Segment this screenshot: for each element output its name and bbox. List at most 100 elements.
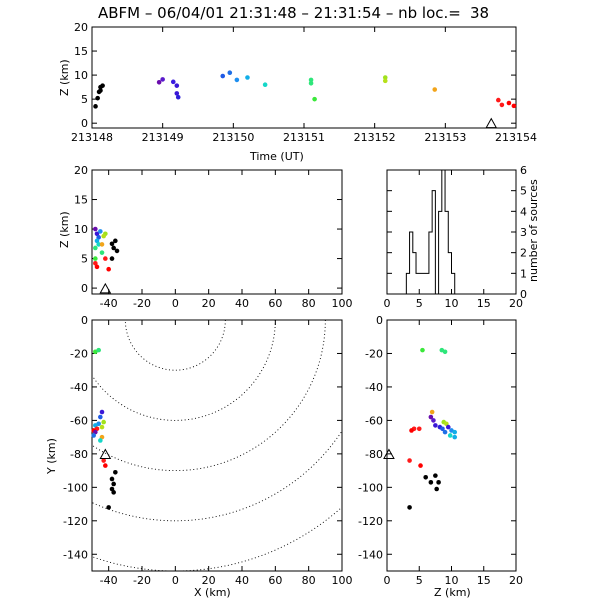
- x-tick-label: 100: [332, 297, 353, 310]
- x-tick-label: 15: [477, 574, 491, 587]
- source-point: [113, 238, 118, 244]
- y-tick-label: 6: [520, 164, 527, 177]
- z-y-x-label: Z (km): [434, 586, 471, 599]
- y-tick-label: 15: [74, 45, 88, 58]
- source-point: [98, 438, 103, 443]
- source-point: [103, 463, 108, 468]
- y-tick-label: -20: [365, 347, 383, 360]
- x-tick-label: -40: [100, 297, 118, 310]
- y-tick-label: -100: [63, 481, 88, 494]
- station-marker-icon: [99, 448, 112, 460]
- source-point: [91, 433, 96, 438]
- source-point: [234, 77, 240, 83]
- x-tick-label: 100: [332, 574, 353, 587]
- source-point: [407, 458, 412, 463]
- source-count: 38: [470, 4, 489, 22]
- source-point: [499, 102, 505, 108]
- axis-ticks: 213148 213149 213150 213151 213152 213153 2131…: [63, 21, 537, 587]
- source-point: [416, 426, 422, 432]
- plan-y-label: Y (km): [45, 438, 58, 475]
- x-tick-label: 20: [509, 297, 523, 310]
- source-point: [496, 97, 501, 103]
- source-point: [432, 87, 438, 92]
- source-point: [442, 349, 448, 355]
- source-point: [382, 78, 388, 84]
- y-tick-label: -60: [70, 414, 88, 427]
- source-point: [440, 426, 445, 432]
- source-point: [174, 91, 180, 96]
- y-tick-label: -40: [70, 381, 88, 394]
- y-tick-label: -100: [358, 481, 383, 494]
- plan-x-label: X (km): [194, 586, 231, 599]
- source-point: [433, 473, 438, 478]
- x-tick-label: 213154: [495, 131, 537, 144]
- source-point: [312, 96, 317, 102]
- source-point: [447, 433, 453, 438]
- source-point: [109, 241, 115, 247]
- x-tick-label: 60: [268, 574, 282, 587]
- source-point: [308, 80, 314, 86]
- y-tick-label: 0: [520, 288, 527, 301]
- x-tick-label: 10: [445, 297, 459, 310]
- source-point: [106, 266, 111, 272]
- y-tick-label: 20: [74, 164, 88, 177]
- source-point: [93, 256, 98, 261]
- source-point: [96, 347, 101, 353]
- z-y-frame: [386, 319, 517, 572]
- x-tick-label: 0: [384, 574, 391, 587]
- source-point: [418, 463, 423, 468]
- y-tick-label: 15: [74, 194, 88, 207]
- source-point: [109, 256, 115, 261]
- source-point: [100, 83, 105, 88]
- x-tick-label: 213153: [424, 131, 466, 144]
- source-point: [160, 77, 165, 82]
- source-point: [109, 476, 115, 482]
- source-point: [445, 424, 451, 430]
- y-tick-label: 0: [376, 314, 383, 327]
- y-tick-label: 20: [74, 21, 88, 34]
- time-height-frame: [91, 26, 517, 129]
- source-point: [409, 428, 414, 433]
- y-tick-label: -80: [365, 448, 383, 461]
- x-tick-label: 5: [416, 574, 423, 587]
- source-point: [114, 248, 120, 254]
- x-tick-label: 213149: [142, 131, 184, 144]
- source-point: [113, 469, 118, 475]
- source-point: [96, 242, 101, 247]
- x-tick-label: 20: [202, 297, 216, 310]
- source-point: [175, 94, 181, 100]
- source-point: [93, 226, 98, 232]
- source-point: [98, 229, 103, 234]
- x-height-frame: [91, 169, 343, 295]
- x-tick-label: 213150: [212, 131, 254, 144]
- source-point: [93, 260, 98, 266]
- x-tick-label: 213151: [283, 131, 325, 144]
- source-point: [101, 233, 106, 239]
- y-tick-label: 0: [81, 314, 88, 327]
- source-point: [94, 264, 100, 270]
- y-tick-label: 10: [74, 69, 88, 82]
- source-point: [103, 256, 108, 261]
- source-point: [93, 245, 98, 251]
- y-tick-label: -80: [70, 448, 88, 461]
- x-tick-label: 0: [384, 297, 391, 310]
- source-point: [111, 245, 116, 251]
- y-tick-label: -120: [63, 515, 88, 528]
- time-axis-label: Time (UT): [249, 150, 304, 163]
- x-tick-label: -40: [100, 574, 118, 587]
- source-point: [99, 409, 105, 415]
- source-point: [93, 104, 98, 109]
- source-point: [245, 75, 250, 80]
- time-height-z-label: Z (km): [58, 59, 71, 96]
- x-tick-label: 20: [202, 574, 216, 587]
- source-point: [227, 70, 233, 75]
- source-point: [94, 238, 100, 244]
- source-point: [420, 347, 425, 353]
- source-point: [101, 458, 106, 463]
- x-tick-label: 80: [302, 574, 316, 587]
- y-tick-label: 0: [81, 117, 88, 130]
- source-point: [506, 100, 512, 106]
- x-tick-label: -20: [133, 574, 151, 587]
- y-tick-label: 2: [520, 247, 527, 260]
